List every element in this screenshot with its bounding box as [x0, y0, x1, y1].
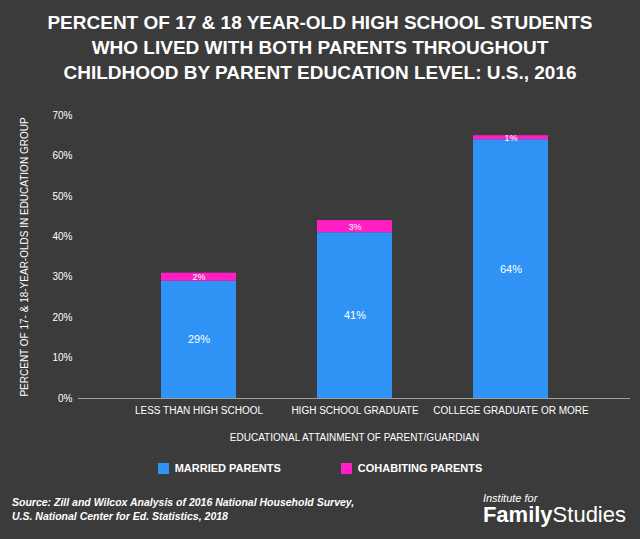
html-text:PERCENT OF 17 & 18 YEAR-OLD HI: PERCENT OF 17 & 18 YEAR-OLD HIGH SCHOOL …: [47, 12, 593, 83]
svg-text:0%: 0%: [58, 393, 73, 404]
svg-text:40%: 40%: [52, 231, 72, 242]
svg-text:70%: 70%: [52, 110, 72, 121]
svg-text:29%: 29%: [188, 333, 210, 345]
svg-text:1%: 1%: [504, 133, 517, 143]
svg-text:20%: 20%: [52, 312, 72, 323]
html-text:COHABITING PARENTS: COHABITING PARENTS: [357, 462, 483, 474]
html-text:Family Studies: Family Studies: [482, 502, 626, 527]
html-text:MARRIED PARENTS: MARRIED PARENTS: [174, 462, 281, 474]
svg-text:3%: 3%: [348, 222, 361, 232]
svg-text:50%: 50%: [52, 191, 72, 202]
svg-text:30%: 30%: [52, 271, 72, 282]
svg-text:64%: 64%: [500, 263, 522, 275]
html-text:Institute for: Institute for: [482, 492, 538, 504]
svg-text:LESS THAN HIGH SCHOOL: LESS THAN HIGH SCHOOL: [135, 405, 264, 416]
svg-text:COLLEGE GRADUATE OR MORE: COLLEGE GRADUATE OR MORE: [433, 405, 589, 416]
svg-text:EDUCATIONAL ATTAINMENT OF PARE: EDUCATIONAL ATTAINMENT OF PARENT/GUARDIA…: [230, 432, 479, 443]
svg-text:10%: 10%: [52, 352, 72, 363]
svg-text:HIGH SCHOOL GRADUATE: HIGH SCHOOL GRADUATE: [291, 405, 419, 416]
html-text:Source: Zill and Wilcox Analys: Source: Zill and Wilcox Analysis of 2016…: [12, 496, 355, 522]
svg-text:41%: 41%: [344, 309, 366, 321]
svg-text:PERCENT OF 17- & 18-YEAR-OLDS: PERCENT OF 17- & 18-YEAR-OLDS IN EDUCATI…: [19, 117, 30, 396]
svg-text:2%: 2%: [192, 272, 205, 282]
svg-text:60%: 60%: [52, 150, 72, 161]
